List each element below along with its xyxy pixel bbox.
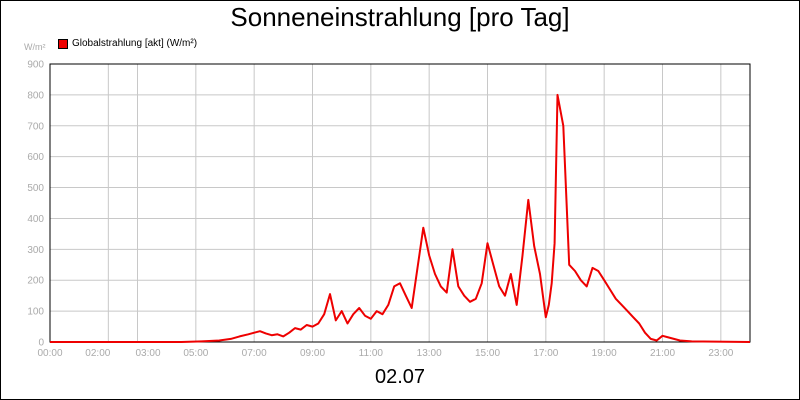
x-tick-label: 21:00 [650,348,675,359]
chart-title: Sonneneinstrahlung [pro Tag] [230,2,570,32]
legend-label: Globalstrahlung [akt] (W/m²) [72,38,198,49]
legend-swatch [58,38,68,49]
x-tick-layer: 00:00 02:00 03:00 05:00 07:00 09:00 11:00 13:00… [37,348,733,359]
x-tick-label: 17:00 [533,348,558,359]
x-tick-label: 03:00 [136,348,161,359]
grid-layer [49,63,750,343]
y-tick-label: 400 [27,214,44,225]
x-tick-label: 19:00 [592,348,617,359]
series-layer [50,93,751,343]
plot-border [49,63,751,343]
x-tick-label: 23:00 [708,348,733,359]
y-tick-label: 800 [27,90,44,101]
series-line-globalstrahlung [50,93,751,343]
y-tick-layer: 0 100 200 300 400 500 600 700 800 900 [27,60,44,349]
y-tick-label: 0 [38,338,44,349]
y-tick-label: 500 [27,183,44,194]
x-axis-date-label: 02.07 [374,366,426,388]
x-tick-label: 00:00 [37,348,62,359]
y-tick-label: 100 [27,307,44,318]
y-tick-label: 600 [27,152,44,163]
y-axis-unit: W/m² [24,42,46,52]
y-tick-label: 700 [27,121,44,132]
x-tick-label: 05:00 [183,348,208,359]
y-tick-label: 900 [27,60,44,71]
x-tick-label: 02:00 [85,348,110,359]
x-tick-label: 13:00 [417,348,442,359]
x-tick-label: 09:00 [300,348,325,359]
x-tick-label: 07:00 [242,348,267,359]
y-tick-label: 300 [27,245,44,256]
y-tick-label: 200 [27,276,44,287]
x-tick-label: 15:00 [475,348,500,359]
legend: Globalstrahlung [akt] (W/m²) [58,38,197,49]
x-tick-label: 11:00 [359,348,384,359]
